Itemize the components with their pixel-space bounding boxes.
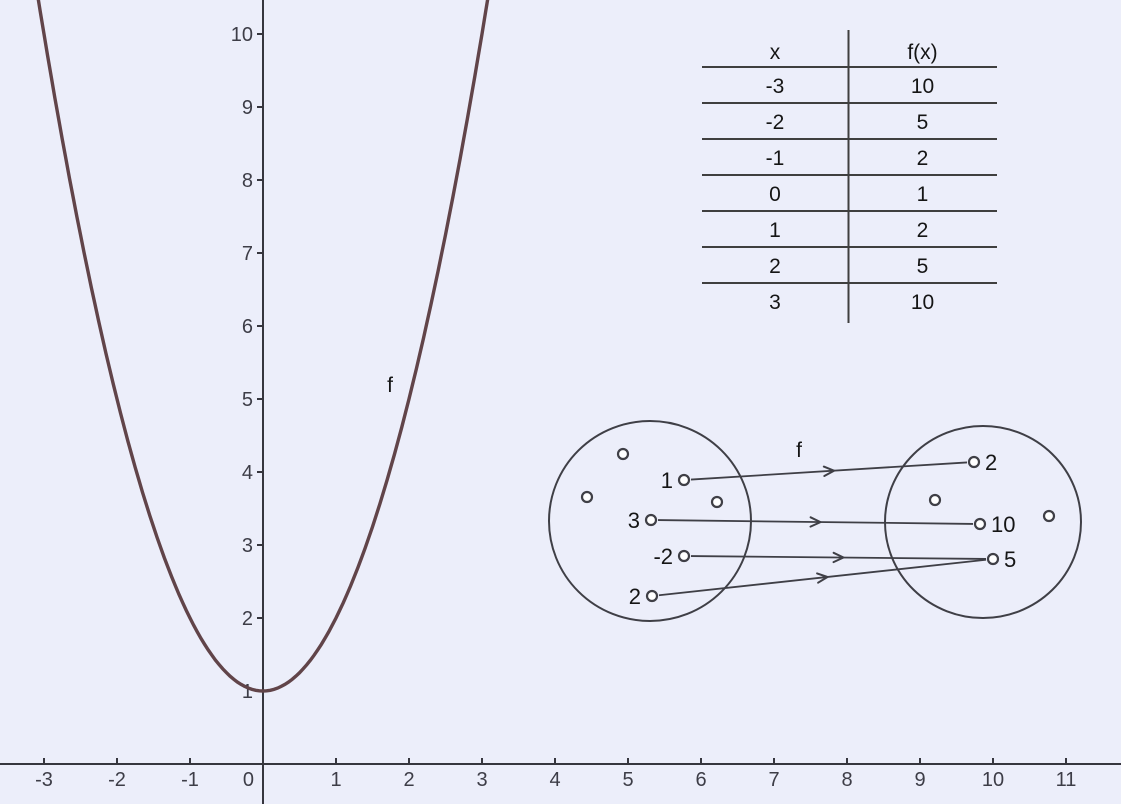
table-cell: 1 <box>917 183 929 206</box>
codomain-label-2: 2 <box>985 450 997 475</box>
codomain-point-10[interactable] <box>973 517 987 531</box>
mapping-arrow <box>657 519 974 525</box>
x-tick-label: 0 <box>243 769 254 791</box>
domain-label--2: -2 <box>653 544 673 569</box>
x-tick-label: 9 <box>914 769 925 791</box>
x-tick-label: 10 <box>982 769 1004 791</box>
codomain-label-10: 10 <box>991 512 1015 537</box>
x-tick-label: 5 <box>622 769 633 791</box>
x-tick-label: 6 <box>695 769 706 791</box>
mapping-arrow <box>690 461 968 481</box>
domain-label-3: 3 <box>628 508 640 533</box>
y-tick-label: 5 <box>242 389 253 411</box>
y-tick-label: 2 <box>242 608 253 630</box>
table-cell: 2 <box>769 255 781 278</box>
arrowhead-icon <box>809 516 822 528</box>
y-tick-label: 6 <box>242 316 253 338</box>
domain-label-2: 2 <box>629 584 641 609</box>
table-cell: 5 <box>917 111 929 134</box>
codomain-point-5[interactable] <box>986 552 1000 566</box>
x-tick-label: 4 <box>549 769 560 791</box>
codomain-point[interactable] <box>1042 509 1056 523</box>
x-tick-label: 7 <box>768 769 779 791</box>
domain-point-2[interactable] <box>645 589 659 603</box>
table-cell: 10 <box>911 75 934 98</box>
codomain-label-5: 5 <box>1004 547 1016 572</box>
function-curve-f[interactable] <box>22 0 504 693</box>
x-tick-label: 1 <box>330 769 341 791</box>
x-tick-label: -3 <box>35 769 53 791</box>
codomain-point-2[interactable] <box>967 455 981 469</box>
domain-point[interactable] <box>710 495 724 509</box>
table-cell: 3 <box>769 291 781 314</box>
x-tick-label: -1 <box>181 769 199 791</box>
table-cell: 0 <box>769 183 781 206</box>
curve-label-f[interactable]: f <box>387 374 393 397</box>
domain-point[interactable] <box>580 490 594 504</box>
domain-point-1[interactable] <box>677 473 691 487</box>
table-cell: 2 <box>917 147 929 170</box>
y-tick-label: 10 <box>231 24 253 46</box>
domain-point-3[interactable] <box>644 513 658 527</box>
mapping-f-label: f <box>796 439 802 462</box>
arrowhead-icon <box>832 551 845 564</box>
domain-point[interactable] <box>616 447 630 461</box>
table-lines <box>702 30 997 323</box>
x-tick-label: 3 <box>476 769 487 791</box>
table-text: x f(x) -3 10 -2 5 -1 2 0 1 1 2 2 5 3 10 <box>766 41 938 314</box>
y-tick-label: 7 <box>242 243 253 265</box>
values-table: x f(x) -3 10 -2 5 -1 2 0 1 1 2 2 5 3 10 <box>702 30 997 323</box>
table-header-x: x <box>770 41 781 64</box>
mapping-diagram: 13 -2 2 2 10 5 f <box>548 420 1082 622</box>
table-cell: 10 <box>911 291 934 314</box>
y-tick-label: 1 <box>242 681 253 703</box>
y-tick-label: 3 <box>242 535 253 557</box>
table-cell: 2 <box>917 219 929 242</box>
arrowhead-icon <box>822 465 835 477</box>
y-tick-label: 4 <box>242 462 253 484</box>
x-tick-label: 2 <box>403 769 414 791</box>
domain-label-1: 1 <box>661 468 673 493</box>
codomain-point[interactable] <box>928 493 942 507</box>
table-cell: -3 <box>766 75 785 98</box>
y-tick-label: 8 <box>242 170 253 192</box>
table-cell: -2 <box>766 111 785 134</box>
table-cell: 1 <box>769 219 781 242</box>
domain-point--2[interactable] <box>677 549 691 563</box>
x-tick-label: 11 <box>1056 769 1077 791</box>
table-header-fx: f(x) <box>907 41 937 64</box>
y-tick-label: 9 <box>242 97 253 119</box>
table-cell: -1 <box>766 147 785 170</box>
arrowhead-icon <box>816 572 829 584</box>
mapping-arrow <box>658 558 987 597</box>
x-tick-label: -2 <box>108 769 126 791</box>
mapping-arrow <box>690 555 987 560</box>
table-cell: 5 <box>917 255 929 278</box>
x-tick-label: 8 <box>841 769 852 791</box>
